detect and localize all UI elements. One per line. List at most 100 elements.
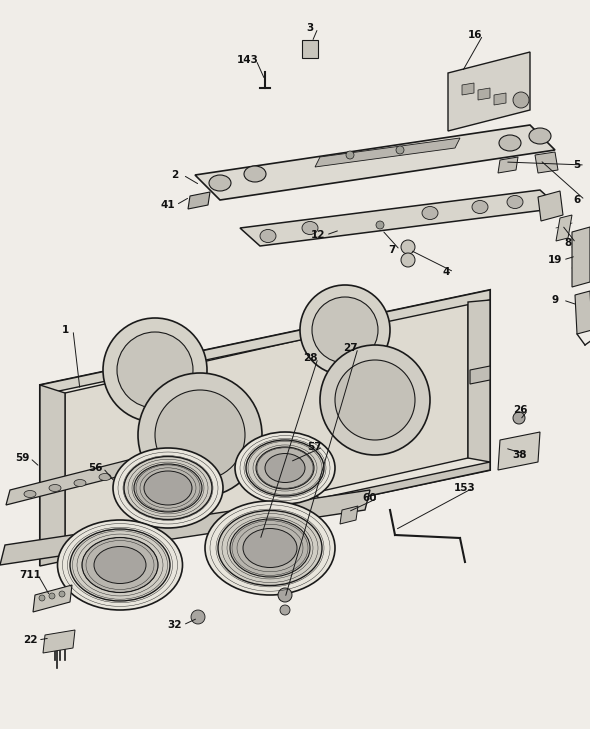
Ellipse shape (113, 448, 223, 528)
Ellipse shape (57, 520, 182, 610)
Ellipse shape (49, 485, 61, 491)
Ellipse shape (209, 175, 231, 191)
Text: 143: 143 (237, 55, 259, 65)
Circle shape (49, 593, 55, 599)
Circle shape (401, 253, 415, 267)
Text: 6: 6 (573, 195, 581, 205)
Text: 4: 4 (442, 267, 450, 277)
Text: 711: 711 (19, 570, 41, 580)
Polygon shape (572, 227, 590, 287)
Ellipse shape (529, 128, 551, 144)
Text: 7: 7 (388, 245, 396, 255)
Circle shape (312, 297, 378, 363)
Polygon shape (40, 385, 65, 565)
Ellipse shape (70, 529, 170, 601)
Circle shape (191, 610, 205, 624)
Ellipse shape (422, 206, 438, 219)
Polygon shape (65, 302, 468, 549)
Circle shape (346, 151, 354, 159)
Text: 3: 3 (306, 23, 314, 33)
Text: 1: 1 (61, 325, 68, 335)
Ellipse shape (144, 471, 192, 505)
Text: 59: 59 (15, 453, 29, 463)
Polygon shape (498, 157, 518, 173)
Text: 2: 2 (171, 170, 179, 180)
Polygon shape (40, 462, 490, 566)
Text: 12: 12 (311, 230, 325, 240)
Text: 9: 9 (552, 295, 559, 305)
Text: 60: 60 (363, 493, 377, 503)
Polygon shape (462, 83, 474, 95)
Ellipse shape (119, 469, 131, 475)
Ellipse shape (260, 230, 276, 243)
Ellipse shape (302, 222, 318, 235)
Text: 57: 57 (308, 442, 322, 452)
Polygon shape (498, 432, 540, 470)
Circle shape (513, 412, 525, 424)
Text: 38: 38 (513, 450, 527, 460)
Circle shape (320, 345, 430, 455)
Text: 28: 28 (303, 353, 317, 363)
Polygon shape (340, 506, 358, 524)
Text: 153: 153 (454, 483, 476, 493)
Polygon shape (478, 88, 490, 100)
Ellipse shape (82, 537, 158, 593)
Text: 8: 8 (565, 238, 572, 248)
Circle shape (401, 240, 415, 254)
Circle shape (300, 285, 390, 375)
Ellipse shape (235, 432, 335, 504)
Ellipse shape (230, 519, 310, 577)
Polygon shape (33, 585, 72, 612)
Ellipse shape (243, 529, 297, 567)
Ellipse shape (218, 510, 322, 585)
Polygon shape (470, 366, 490, 384)
Circle shape (396, 146, 404, 154)
Text: 27: 27 (343, 343, 358, 353)
Polygon shape (494, 93, 506, 105)
Polygon shape (40, 290, 490, 395)
Polygon shape (240, 190, 560, 246)
Polygon shape (575, 291, 590, 334)
Circle shape (376, 221, 384, 229)
Ellipse shape (124, 456, 212, 520)
Text: 22: 22 (23, 635, 37, 645)
Polygon shape (43, 630, 75, 653)
Text: 16: 16 (468, 30, 482, 40)
Ellipse shape (256, 447, 314, 489)
Ellipse shape (24, 491, 36, 497)
Polygon shape (538, 191, 563, 221)
Ellipse shape (94, 547, 146, 583)
Text: 5: 5 (573, 160, 581, 170)
Polygon shape (40, 290, 490, 565)
Ellipse shape (472, 200, 488, 214)
Ellipse shape (99, 474, 111, 480)
Circle shape (155, 390, 245, 480)
Polygon shape (6, 457, 140, 505)
Ellipse shape (507, 195, 523, 208)
Ellipse shape (134, 464, 202, 512)
Ellipse shape (74, 480, 86, 486)
Text: 32: 32 (168, 620, 182, 630)
Text: 26: 26 (513, 405, 527, 415)
Circle shape (335, 360, 415, 440)
Ellipse shape (265, 453, 305, 483)
Polygon shape (468, 300, 490, 462)
Circle shape (278, 588, 292, 602)
Circle shape (117, 332, 193, 408)
Circle shape (280, 605, 290, 615)
Ellipse shape (246, 440, 324, 496)
Ellipse shape (205, 501, 335, 595)
Polygon shape (535, 152, 558, 173)
Ellipse shape (499, 135, 521, 151)
Polygon shape (195, 125, 555, 200)
Circle shape (39, 595, 45, 601)
Circle shape (138, 373, 262, 497)
Text: 41: 41 (160, 200, 175, 210)
Polygon shape (0, 490, 370, 565)
Text: 56: 56 (88, 463, 102, 473)
Ellipse shape (244, 166, 266, 182)
Polygon shape (315, 138, 460, 167)
Text: 19: 19 (548, 255, 562, 265)
Circle shape (513, 92, 529, 108)
Polygon shape (188, 192, 210, 209)
